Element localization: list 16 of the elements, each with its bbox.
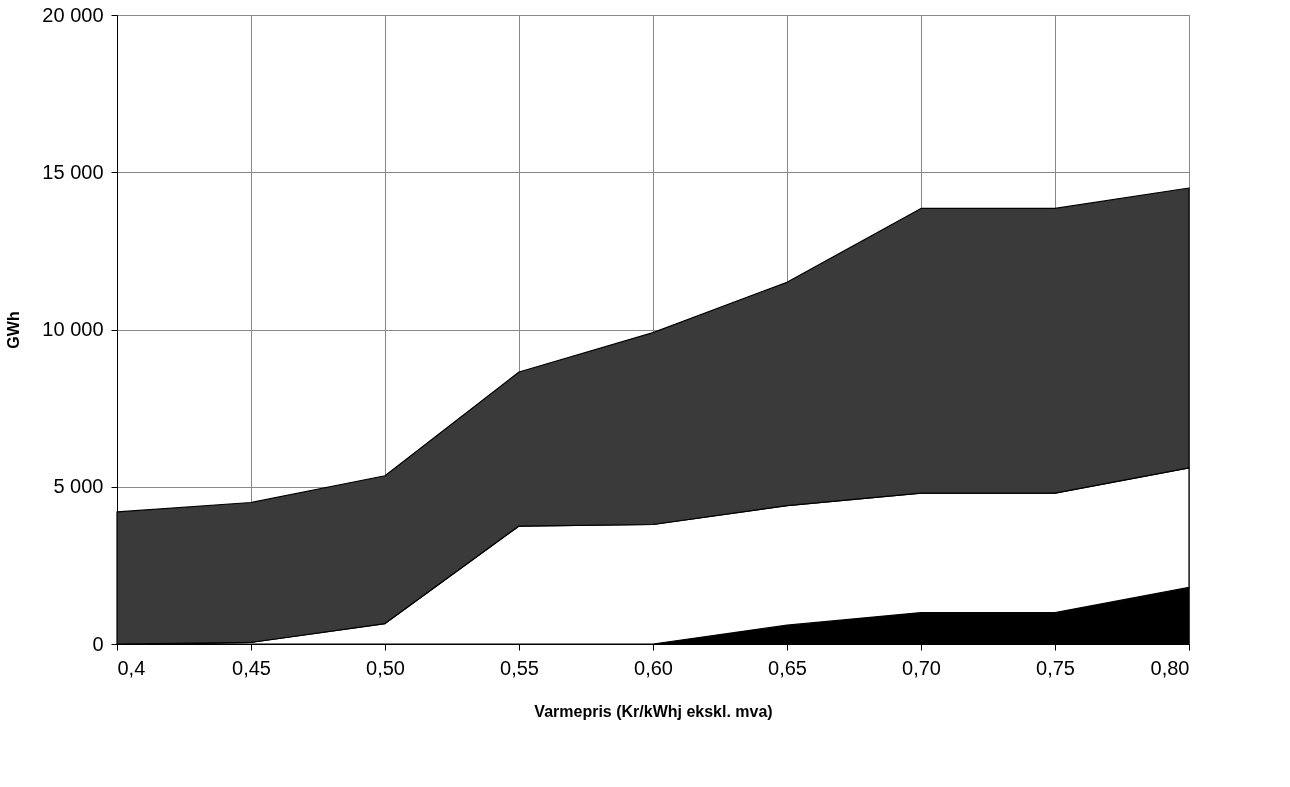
x-tick-label: 0,4 [117, 656, 146, 679]
x-tick-label: 0,70 [902, 656, 941, 679]
y-tick-label: 10 000 [42, 318, 104, 340]
x-tick-label: 0,75 [1036, 656, 1075, 679]
x-tick-label: 0,50 [366, 656, 405, 679]
x-tick-label: 0,65 [768, 656, 807, 679]
x-tick-label: 0,80 [1150, 656, 1190, 679]
y-axis-title: GWh [5, 311, 23, 349]
x-tick-label: 0,55 [500, 656, 539, 679]
y-tick-label: 20 000 [42, 3, 104, 26]
x-tick-label: 0,60 [634, 656, 673, 679]
x-axis-title: Varmepris (Kr/kWhj ekskl. mva) [534, 702, 773, 720]
y-tick-label: 0 [92, 632, 104, 655]
y-tick-label: 15 000 [42, 160, 104, 183]
y-tick-label: 5 000 [53, 475, 104, 498]
x-tick-label: 0,45 [232, 656, 271, 679]
